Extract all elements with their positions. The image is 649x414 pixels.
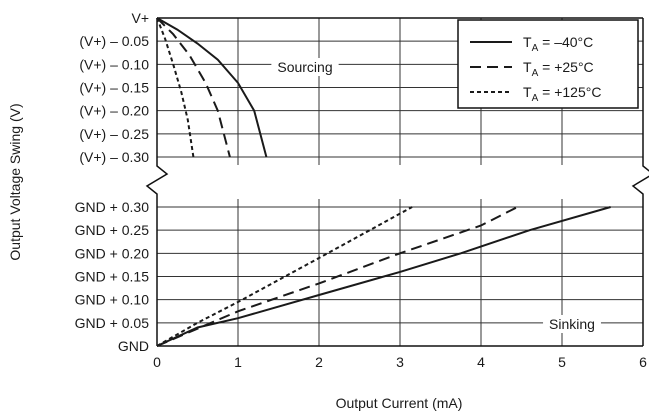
y-tick-label-lower: GND + 0.30: [75, 199, 150, 215]
y-tick-label-upper: (V+) – 0.10: [79, 56, 149, 72]
x-tick-label: 2: [315, 354, 323, 370]
x-axis-title: Output Current (mA): [336, 395, 463, 411]
x-tick-label: 4: [477, 354, 485, 370]
axis-break-left: [145, 18, 169, 346]
x-tick-label: 3: [396, 354, 404, 370]
plot-frame: [145, 17, 649, 347]
x-tick-label: 0: [153, 354, 161, 370]
series-layer: [156, 17, 611, 347]
sourcing-annotation: Sourcing: [277, 59, 332, 75]
tick-labels: 0 1 2 3 4 5 6 V+ (V+) – 0.05 (V+) – 0.10 (V+) – 0.…: [75, 10, 647, 370]
y-axis-title: Output Voltage Swing (V): [7, 103, 23, 260]
y-tick-label-lower: GND + 0.05: [75, 315, 150, 331]
annotation-background: [271, 58, 339, 76]
x-tick-label: 5: [558, 354, 566, 370]
legend-label-1: TA = –40°C: [523, 34, 593, 54]
y-tick-label-lower: GND + 0.25: [75, 222, 150, 238]
legend-label-3: TA = +125°C: [523, 84, 601, 104]
y-tick-label-lower: GND: [118, 338, 149, 354]
series-3-sinking-line: [156, 206, 413, 347]
y-tick-label-upper: V+: [131, 10, 149, 26]
legend-box: [457, 19, 639, 109]
annotations: Sourcing Sinking: [271, 58, 601, 333]
series-2-sourcing-line: [156, 17, 231, 158]
series-3-sourcing-line: [156, 17, 195, 158]
legend-label-2: TA = +25°C: [523, 59, 594, 79]
y-tick-label-upper: (V+) – 0.05: [79, 33, 149, 49]
x-tick-label: 6: [639, 354, 647, 370]
y-tick-label-lower: GND + 0.15: [75, 269, 150, 285]
legend: TA = –40°C TA = +25°C TA = +125°C: [457, 19, 639, 109]
annotation-background: [543, 315, 601, 333]
y-tick-label-upper: (V+) – 0.25: [79, 126, 149, 142]
x-tick-label: 1: [234, 354, 242, 370]
sinking-annotation: Sinking: [549, 316, 595, 332]
axis-break-right: [631, 18, 649, 346]
y-tick-label-lower: GND + 0.10: [75, 292, 150, 308]
series-2-sinking-line: [156, 206, 518, 347]
y-tick-label-lower: GND + 0.20: [75, 245, 150, 261]
y-tick-label-upper: (V+) – 0.20: [79, 103, 149, 119]
series-1-sourcing-line: [156, 17, 268, 158]
y-tick-label-upper: (V+) – 0.30: [79, 149, 149, 165]
y-tick-label-upper: (V+) – 0.15: [79, 80, 149, 96]
